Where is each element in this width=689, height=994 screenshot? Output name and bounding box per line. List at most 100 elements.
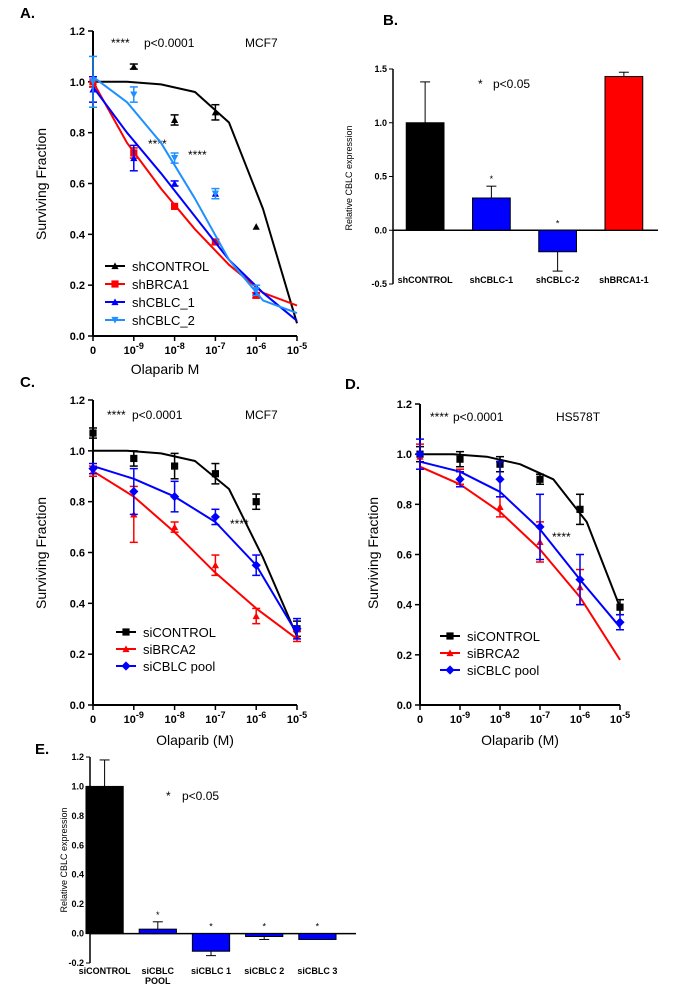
x-tick-label: 10-6 <box>246 710 266 726</box>
data-point <box>88 464 98 474</box>
data-point <box>455 474 465 484</box>
bar-group: * <box>471 174 511 231</box>
legend-label: siCBLC pool <box>467 663 539 678</box>
data-point <box>535 522 545 532</box>
panel-a: A. 0.0 0.2 0.4 0.6 0.8 1.0 1.2 0 10-9 10-8 10-7 10-6… <box>20 5 307 377</box>
fit-curve <box>93 80 298 324</box>
bar-star: * <box>556 218 560 228</box>
y-tick-label: 0.2 <box>71 899 84 909</box>
x-tick-label: 10-5 <box>287 710 307 726</box>
data-point <box>210 512 220 522</box>
category-label: shCONTROL <box>398 275 454 285</box>
y-tick-label: 1.0 <box>70 77 85 89</box>
data-point <box>171 116 179 124</box>
x-axis-label: Olaparib (M) <box>481 732 559 748</box>
category-label: shCBLC-1 <box>470 275 514 285</box>
significance-stars: **** <box>111 36 130 50</box>
cell-line: MCF7 <box>245 408 278 422</box>
bar-group: * <box>138 910 177 935</box>
legend-label: shCBLC_2 <box>132 313 195 328</box>
data-point <box>130 91 138 99</box>
x-tick-label: 10-9 <box>450 710 470 726</box>
y-tick-label: 0.0 <box>374 225 387 235</box>
p-value: p<0.0001 <box>132 408 183 422</box>
bar-star: * <box>262 922 266 932</box>
y-tick-label: 0.8 <box>70 128 85 140</box>
y-tick-label: 0.0 <box>70 331 85 343</box>
x-tick-label: 0 <box>417 714 423 726</box>
data-point <box>576 505 584 513</box>
fit-curve <box>92 75 298 315</box>
legend-marker <box>122 628 130 636</box>
series-siBRCA2 <box>416 443 621 661</box>
bar-star: * <box>316 922 320 932</box>
data-point <box>211 190 219 198</box>
bar-group: * <box>538 218 578 272</box>
series-siCBLC-pool <box>415 438 625 631</box>
bar <box>245 933 284 938</box>
data-point <box>171 523 179 531</box>
bar <box>471 197 511 231</box>
bar <box>298 933 337 940</box>
data-point <box>536 475 544 483</box>
data-point <box>171 202 179 210</box>
legend-label: siCONTROL <box>467 629 540 644</box>
data-point <box>252 612 260 620</box>
cell-line: MCF7 <box>245 36 278 50</box>
bar-star: * <box>209 922 213 932</box>
data-point <box>456 455 464 463</box>
p-value: p<0.05 <box>493 77 530 91</box>
y-tick-label: 1.2 <box>397 399 412 411</box>
y-tick-label: 0.0 <box>70 700 85 712</box>
y-tick-label: 0.8 <box>71 811 84 821</box>
y-axis-label: Surviving Fraction <box>33 497 49 609</box>
p-value: p<0.05 <box>182 789 219 803</box>
fit-curve <box>419 460 621 628</box>
category-label: shCBLC-2 <box>536 275 580 285</box>
panel-c: C. 0.0 0.2 0.4 0.6 0.8 1.0 1.2 0 10-9 10-8 10-7 10-6… <box>20 374 307 748</box>
legend-marker <box>445 665 455 675</box>
category-label: siCBLC <box>142 966 175 976</box>
y-tick-label: 1.2 <box>70 26 85 38</box>
bar-star: * <box>156 910 160 920</box>
y-tick-label: 0.6 <box>71 840 84 850</box>
data-point <box>211 470 219 478</box>
bar-star: * <box>490 174 494 184</box>
x-tick-label: 0 <box>90 714 96 726</box>
x-axis-label: Olaparib M <box>131 361 199 377</box>
y-tick-label: 0.6 <box>397 550 412 562</box>
bar <box>405 122 445 231</box>
category-label: siCONTROL <box>79 966 132 976</box>
data-point <box>496 503 504 510</box>
data-point <box>415 449 425 459</box>
x-tick-label: 10-8 <box>164 710 184 726</box>
series-siCONTROL <box>89 427 301 638</box>
category-label: siCBLC 2 <box>244 966 284 976</box>
y-tick-label: 1.0 <box>70 446 85 458</box>
x-tick-label: 10-8 <box>490 710 510 726</box>
y-tick-label: 1.5 <box>374 64 387 74</box>
data-point <box>251 560 261 570</box>
cell-line: HS578T <box>556 410 601 424</box>
panel-label: C. <box>20 374 35 391</box>
series-shCONTROL <box>89 62 298 324</box>
y-tick-label: 0.8 <box>70 497 85 509</box>
significance-stars: * <box>478 77 483 91</box>
bar <box>538 229 578 253</box>
x-tick-label: 10-7 <box>205 710 225 726</box>
x-axis-label: Olaparib (M) <box>156 732 234 748</box>
bar-group <box>85 759 124 935</box>
y-tick-label: -0.5 <box>371 279 387 289</box>
y-tick-label: 0.2 <box>397 650 412 662</box>
x-tick-label: 0 <box>90 345 96 357</box>
inline-stars: **** <box>552 530 571 544</box>
legend-marker <box>111 280 119 288</box>
x-tick-label: 10-7 <box>205 341 225 357</box>
fit-curve <box>93 449 298 637</box>
panel-d: D. 0.0 0.2 0.4 0.6 0.8 1.0 1.2 0 10-9 10-8 10-7 10-6… <box>345 376 630 748</box>
y-tick-label: 0.4 <box>70 598 86 610</box>
fit-curve <box>92 465 298 635</box>
panel-label: E. <box>35 741 49 758</box>
y-tick-label: 1.2 <box>70 395 85 407</box>
